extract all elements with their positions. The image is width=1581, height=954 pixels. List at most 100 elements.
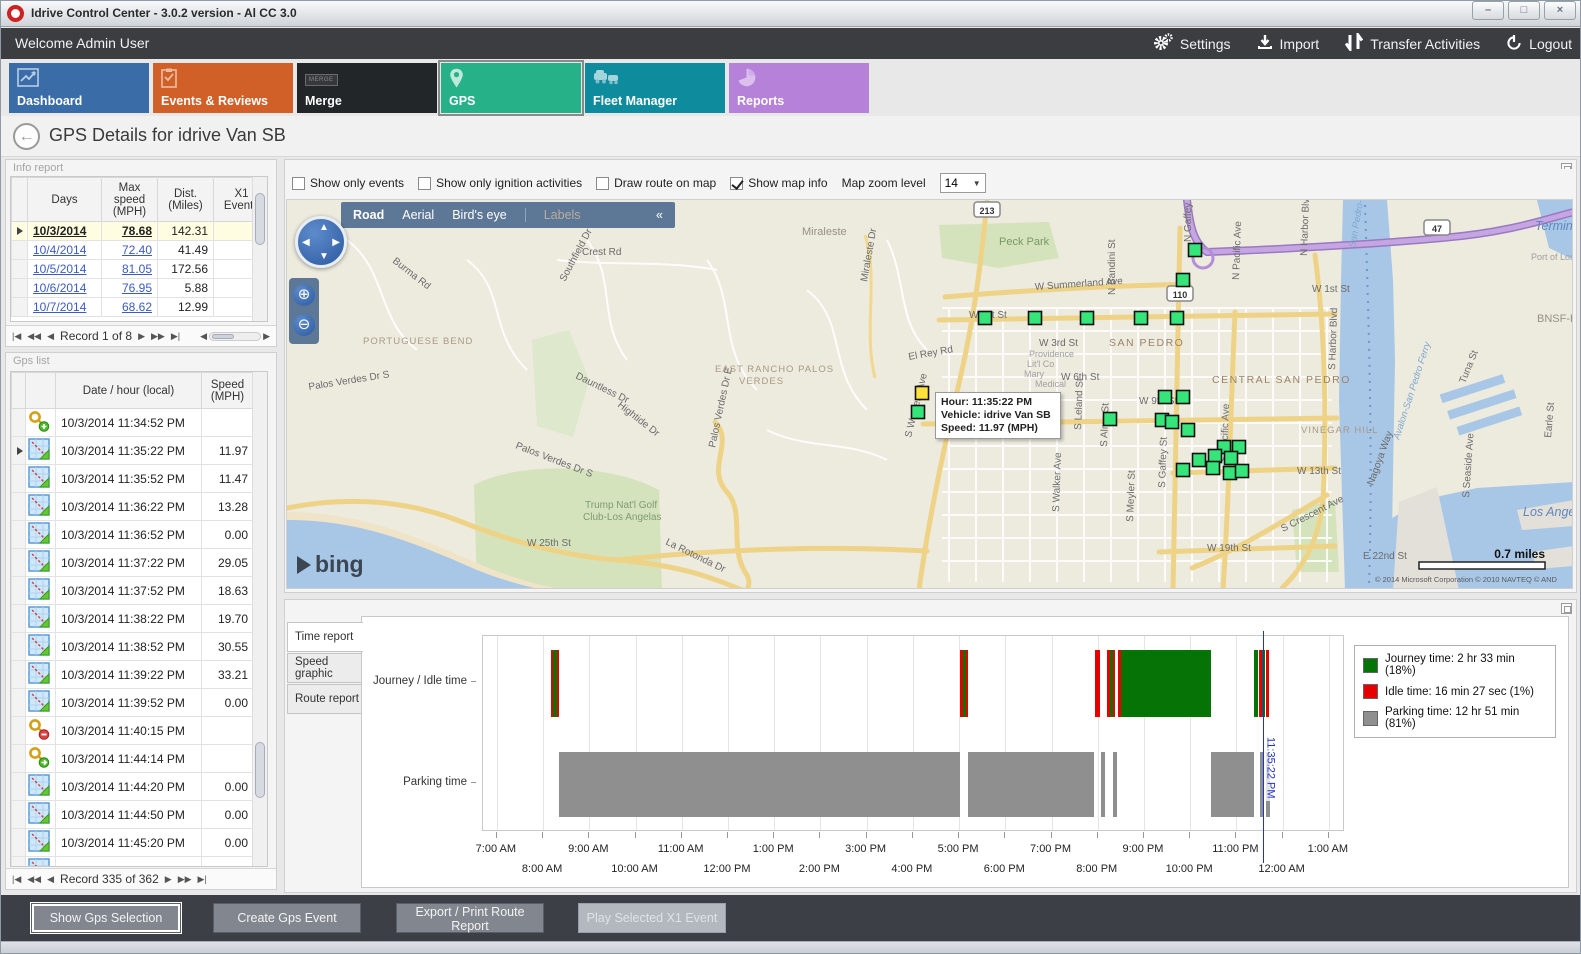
zoom-out-button[interactable]: ⊖ <box>293 314 315 336</box>
checkbox-show-map-info[interactable]: Show map info <box>730 176 828 190</box>
nav-tile-fleet[interactable]: Fleet Manager <box>585 63 725 113</box>
checkbox-show-only-ignition-activities[interactable]: Show only ignition activities <box>418 176 582 190</box>
table-row[interactable]: 10/3/2014 11:34:52 PM <box>11 408 254 437</box>
nav-tile-gps[interactable]: GPS <box>438 60 584 116</box>
gps-marker[interactable] <box>1180 422 1196 438</box>
day-link[interactable]: 10/3/2014 <box>33 224 87 238</box>
play-selected-x1-event-button[interactable]: Play Selected X1 Event <box>578 903 726 933</box>
gps-marker[interactable] <box>1222 465 1238 481</box>
gps-marker[interactable] <box>1207 448 1223 464</box>
tab-speed-graphic[interactable]: Speed graphic <box>287 653 361 683</box>
scroll-up-icon[interactable] <box>253 177 267 191</box>
hscroll-thumb[interactable] <box>212 333 235 339</box>
minimize-button[interactable]: – <box>1472 1 1504 20</box>
checkbox-show-only-events[interactable]: Show only events <box>292 176 404 190</box>
table-row[interactable]: 10/7/2014 68.62 12.99 <box>11 297 267 317</box>
map-style-aerial[interactable]: Aerial <box>402 208 435 222</box>
pager-fastprev-icon[interactable]: ◀◀ <box>27 873 42 884</box>
table-row[interactable]: 10/3/2014 11:40:15 PM <box>11 716 254 745</box>
map-style-labels[interactable]: Labels <box>543 208 581 222</box>
day-link[interactable]: 10/6/2014 <box>33 281 87 295</box>
table-row[interactable]: 10/3/2014 11:45:50 PM24.75 <box>11 856 254 866</box>
table-row[interactable]: 10/3/2014 11:35:22 PM 11.97 <box>11 436 254 465</box>
pager-next-icon[interactable]: ▶ <box>164 873 172 884</box>
scroll-down-icon[interactable] <box>253 309 267 321</box>
tab-route-report[interactable]: Route report <box>287 684 361 714</box>
gps-marker[interactable] <box>1234 463 1250 479</box>
map-bar-collapse-icon[interactable]: « <box>656 208 663 222</box>
pan-right-icon[interactable]: ▶ <box>332 237 340 248</box>
pager-next-icon[interactable]: ▶ <box>138 330 145 341</box>
table-row[interactable]: 10/5/2014 81.05 172.56 <box>11 259 267 279</box>
scroll-up-icon[interactable] <box>253 372 267 386</box>
table-row[interactable]: 10/3/2014 11:38:52 PM 30.55 <box>11 632 254 661</box>
max-speed-link[interactable]: 81.05 <box>121 262 152 276</box>
gps-marker[interactable] <box>1175 389 1191 405</box>
table-row[interactable]: 10/3/2014 11:39:22 PM 33.21 <box>11 660 254 689</box>
logout-button[interactable]: Logout <box>1506 34 1572 53</box>
gps-marker[interactable] <box>1169 310 1185 326</box>
table-row[interactable]: 10/3/2014 11:39:52 PM 0.00 <box>11 688 254 717</box>
table-row[interactable]: 10/3/2014 11:38:22 PM 19.70 <box>11 604 254 633</box>
gps-marker[interactable] <box>910 404 926 420</box>
gps-marker[interactable] <box>1102 411 1118 427</box>
maximize-button[interactable]: □ <box>1508 1 1540 20</box>
max-speed-link[interactable]: 68.62 <box>121 300 152 314</box>
transfer-button[interactable]: Transfer Activities <box>1344 30 1480 54</box>
checkbox-draw-route-on-map[interactable]: Draw route on map <box>596 176 716 190</box>
pager-first-icon[interactable]: |◀ <box>12 330 22 341</box>
pager-fastnext-icon[interactable]: ▶▶ <box>151 330 165 341</box>
table-row[interactable]: 10/3/2014 11:44:50 PM 0.00 <box>11 800 254 829</box>
show-gps-selection-button[interactable]: Show Gps Selection <box>31 903 181 933</box>
settings-button[interactable]: Settings <box>1153 33 1231 54</box>
gps-marker[interactable] <box>1187 242 1203 258</box>
pager-prev-icon[interactable]: ◀ <box>47 873 55 884</box>
table-row[interactable]: 10/4/2014 72.40 41.49 <box>11 240 267 260</box>
pager-prev-icon[interactable]: ◀ <box>47 330 55 341</box>
gps-marker[interactable] <box>1175 272 1191 288</box>
checkbox-box[interactable] <box>596 176 610 190</box>
map-style-birdseye[interactable]: Bird's eye <box>452 208 507 222</box>
pan-left-icon[interactable]: ◀ <box>302 237 310 248</box>
table-row[interactable]: 10/6/2014 76.95 5.88 <box>11 278 267 298</box>
checkbox-box[interactable] <box>292 176 305 190</box>
gps-marker[interactable] <box>1205 460 1221 476</box>
back-button[interactable]: ← <box>13 123 40 150</box>
max-speed-link[interactable]: 72.40 <box>121 243 152 257</box>
close-button[interactable]: × <box>1544 1 1576 20</box>
table-row[interactable]: 10/3/2014 11:45:20 PM 0.00 <box>11 828 254 857</box>
table-row[interactable]: 10/3/2014 11:37:52 PM 18.63 <box>11 576 254 605</box>
gps-marker[interactable] <box>1191 452 1207 468</box>
gps-marker[interactable] <box>1223 450 1239 466</box>
collapse-panel-button[interactable] <box>1561 603 1572 614</box>
bing-map[interactable]: Miraleste Crest Rd Burma Rd Southfield Dr Mi… <box>286 199 1573 589</box>
pan-down-icon[interactable]: ▼ <box>319 251 329 262</box>
pager-last-icon[interactable]: ▶| <box>197 873 207 884</box>
map-compass-control[interactable]: ▲ ▼ ◀ ▶ <box>295 216 347 268</box>
scroll-down-icon[interactable] <box>253 854 267 866</box>
table-row[interactable]: 10/3/2014 11:35:52 PM 11.47 <box>11 464 254 493</box>
bing-logo[interactable]: bing <box>297 551 364 578</box>
nav-tile-merge[interactable]: MERGE Merge <box>297 63 437 113</box>
day-link[interactable]: 10/4/2014 <box>33 243 87 257</box>
pan-up-icon[interactable]: ▲ <box>319 222 329 233</box>
scrollbar-thumb[interactable] <box>255 193 265 245</box>
gps-marker[interactable] <box>1079 310 1095 326</box>
table-row[interactable]: 10/3/2014 78.68 142.31 <box>11 221 267 241</box>
hscroll-track[interactable] <box>209 331 262 341</box>
export-print-route-report-button[interactable]: Export / Print Route Report <box>396 903 544 933</box>
map-style-road[interactable]: Road <box>353 208 385 222</box>
gps-marker[interactable] <box>1157 389 1173 405</box>
gps-marker[interactable] <box>1133 310 1149 326</box>
tab-time-report[interactable]: Time report <box>287 622 363 652</box>
pager-hscroll[interactable]: ◀ ▶ <box>200 331 270 342</box>
hscroll-left-icon[interactable]: ◀ <box>200 330 208 341</box>
day-link[interactable]: 10/7/2014 <box>33 300 87 314</box>
table-row[interactable]: 10/3/2014 11:37:22 PM 29.05 <box>11 548 254 577</box>
gps-marker[interactable] <box>977 310 993 326</box>
table-row[interactable]: 10/3/2014 11:44:20 PM 0.00 <box>11 772 254 801</box>
selected-gps-marker[interactable] <box>914 385 930 401</box>
checkbox-box[interactable] <box>730 176 744 190</box>
nav-tile-reports[interactable]: Reports <box>729 63 869 113</box>
max-speed-link[interactable]: 78.68 <box>121 224 152 238</box>
